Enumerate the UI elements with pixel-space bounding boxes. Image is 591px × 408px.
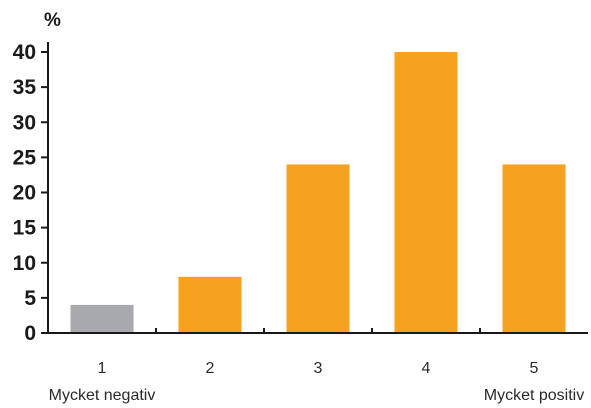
bar-3 xyxy=(286,164,350,333)
y-tick-label: 35 xyxy=(13,76,37,99)
x-ticks-group: 1 2 3 4 5 Mycket negativ Mycket positiv xyxy=(49,360,585,404)
y-tick-label: 15 xyxy=(13,217,37,240)
bars-group xyxy=(70,52,566,333)
y-tick-label: 5 xyxy=(24,287,36,310)
y-tick-label: 10 xyxy=(13,252,36,275)
y-tick-label: 40 xyxy=(13,41,36,64)
x-tick-label: 2 xyxy=(206,360,215,377)
x-tick-label: 5 xyxy=(530,360,539,377)
x-tick-label: 1 xyxy=(98,360,107,377)
x-sublabel: Mycket negativ xyxy=(49,387,156,404)
y-tick-label: 0 xyxy=(24,322,36,345)
y-ticks-group: 0 5 10 15 20 25 30 35 40 xyxy=(13,41,48,345)
axes-group xyxy=(47,42,588,334)
y-tick-label: 20 xyxy=(13,182,36,205)
x-tick-label: 3 xyxy=(314,360,323,377)
y-tick-label: 30 xyxy=(13,111,36,134)
x-sublabel: Mycket positiv xyxy=(484,387,584,404)
bar-2 xyxy=(178,276,242,333)
bar-1 xyxy=(70,304,134,333)
y-tick-label: 25 xyxy=(13,146,37,169)
x-tick-label: 4 xyxy=(422,360,431,377)
bar-4 xyxy=(394,52,458,333)
bar-5 xyxy=(502,164,566,333)
y-axis-label: % xyxy=(44,10,61,31)
